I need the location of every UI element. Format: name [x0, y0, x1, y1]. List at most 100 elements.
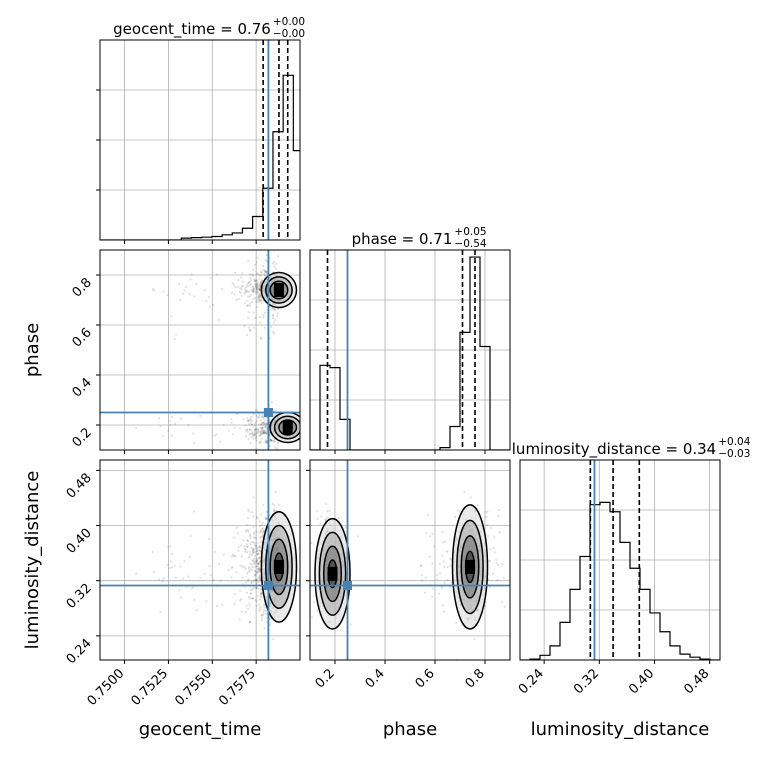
sample-point	[424, 576, 427, 579]
sample-point	[252, 559, 255, 562]
sample-point	[247, 281, 250, 284]
sample-point	[237, 297, 240, 301]
sample-point	[262, 533, 265, 536]
sample-point	[248, 302, 251, 305]
sample-point	[247, 281, 250, 285]
sample-point	[178, 283, 181, 286]
x-tick-label-luminosity_distance-3: 0.48	[681, 666, 712, 697]
sample-point	[258, 546, 262, 550]
sample-point	[486, 510, 489, 513]
sample-point	[263, 270, 266, 273]
sample-point	[250, 581, 253, 584]
sample-point	[248, 535, 252, 538]
sample-point	[252, 289, 255, 292]
sample-point	[192, 510, 196, 513]
sample-point	[170, 566, 174, 569]
sample-point	[262, 608, 265, 611]
sample-point	[273, 446, 277, 449]
sample-point	[254, 571, 258, 574]
sample-point	[244, 530, 247, 533]
sample-point	[170, 315, 173, 318]
sample-point	[157, 417, 161, 420]
sample-point	[262, 431, 265, 435]
sample-point	[227, 429, 230, 432]
sample-point	[263, 273, 266, 276]
sample-point	[244, 290, 248, 293]
sample-point	[239, 564, 242, 567]
sample-point	[489, 559, 492, 562]
sample-point	[240, 598, 243, 601]
panel-luminosity_distance-vs-phase: 0.2 0.4 0.6 0.8	[306, 459, 511, 691]
sample-point	[256, 552, 260, 555]
sample-point	[252, 533, 256, 536]
sample-point	[259, 605, 262, 608]
sample-point	[487, 559, 490, 563]
sample-point	[262, 430, 265, 433]
sample-point	[247, 259, 250, 263]
sample-point	[440, 554, 444, 557]
sample-point	[272, 638, 275, 641]
sample-point	[443, 566, 446, 569]
sample-point	[234, 593, 237, 596]
sample-point	[238, 589, 242, 592]
sample-point	[274, 491, 277, 494]
sample-point	[315, 510, 318, 513]
sample-point	[217, 562, 221, 566]
sample-point	[247, 556, 250, 559]
x-tick-label-geocent_time-0: 0.7500	[85, 666, 128, 709]
sample-point	[273, 507, 276, 511]
sample-point	[254, 422, 257, 425]
sample-point	[246, 285, 250, 288]
sample-point	[252, 562, 256, 565]
density-peak-1	[327, 566, 338, 581]
sample-point	[260, 298, 263, 302]
sample-point	[263, 326, 266, 329]
sample-point	[252, 525, 255, 528]
sample-point	[251, 559, 254, 562]
sample-point	[253, 548, 256, 551]
sample-point	[257, 301, 260, 304]
sample-point	[244, 430, 247, 433]
sample-point	[258, 288, 261, 292]
sample-point	[250, 273, 254, 276]
sample-point	[254, 280, 257, 283]
sample-point	[247, 509, 250, 512]
sample-point	[272, 409, 275, 412]
x-axis-label-geocent_time: geocent_time	[139, 719, 262, 740]
sample-point	[487, 535, 490, 538]
sample-point	[262, 417, 265, 420]
sample-point	[446, 566, 449, 569]
sample-point	[235, 413, 239, 416]
sample-point	[262, 431, 265, 434]
sample-point	[270, 439, 273, 442]
panel-frame	[519, 459, 721, 661]
sample-point	[260, 437, 264, 440]
sample-point	[274, 309, 277, 312]
sample-point	[209, 277, 212, 280]
sample-point	[419, 564, 423, 568]
sample-point	[252, 288, 255, 291]
sample-point	[249, 620, 252, 623]
sample-point	[256, 552, 259, 556]
sample-point	[188, 293, 191, 296]
sample-point	[193, 598, 196, 601]
sample-point	[231, 566, 234, 569]
sample-point	[268, 444, 272, 448]
sample-point	[243, 302, 247, 305]
title-geocent_time: geocent_time = 0.76	[113, 20, 271, 39]
x-tick-label-luminosity_distance-0: 0.24	[516, 666, 547, 697]
sample-point	[221, 603, 224, 607]
sample-point	[256, 299, 259, 302]
sample-point	[231, 282, 234, 285]
sample-point	[252, 587, 255, 590]
sample-point	[423, 591, 427, 594]
sample-point	[251, 290, 254, 294]
sample-point	[246, 579, 249, 582]
sample-point	[246, 295, 250, 298]
sample-point	[254, 569, 257, 572]
sample-point	[259, 535, 262, 538]
sample-point	[254, 541, 257, 545]
sample-point	[263, 431, 267, 434]
sample-point	[262, 423, 265, 427]
sample-point	[497, 509, 501, 512]
